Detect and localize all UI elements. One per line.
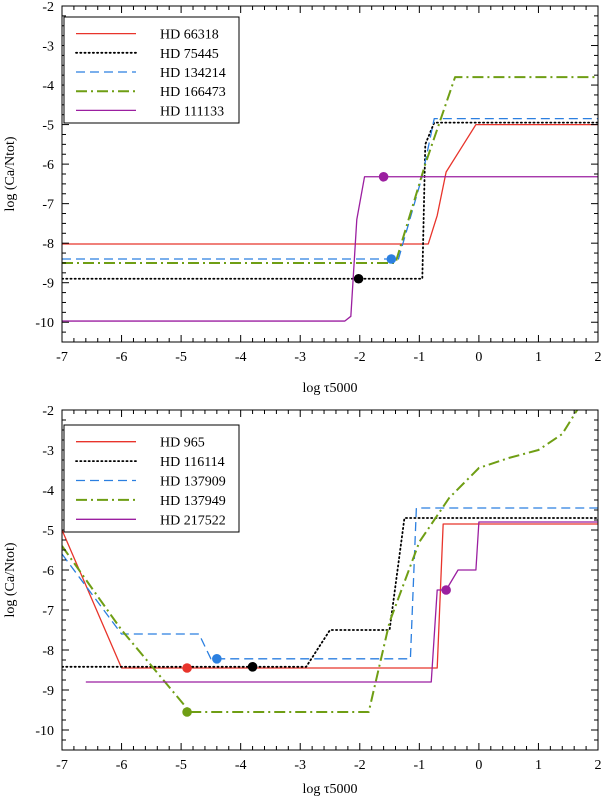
series-line-hd-66318: [62, 123, 598, 245]
x-tick-label: -1: [413, 758, 425, 773]
y-tick-label: -6: [42, 158, 54, 173]
ticks-top: [61, 5, 599, 343]
x-tick-label: 0: [475, 758, 482, 773]
ticks-bottom: [61, 409, 599, 751]
legend-label: HD 137909: [160, 475, 226, 490]
panel-top: -7 -6 -5 -4 -3 -2 -1 0 1 2-10-9-8-7-6-5-4-3-2 log…: [3, 0, 602, 396]
x-tick-label: -6: [116, 758, 128, 773]
series-line-hd-137909: [62, 507, 598, 660]
legend-box: [63, 424, 240, 533]
y-tick-label: -9: [42, 684, 54, 699]
y-tick-label: -6: [42, 564, 54, 579]
legend-label: HD 134214: [160, 66, 226, 81]
x-axis-title-top: log τ5000: [302, 381, 357, 396]
y-tick-label: -4: [42, 484, 54, 499]
legend-label: HD 75445: [160, 47, 219, 62]
series-marker-hd-137949: [182, 707, 192, 717]
plot-area-top: [62, 76, 598, 322]
x-tick-label: -2: [354, 350, 366, 365]
legend-label: HD 66318: [160, 28, 219, 43]
y-tick-label: -4: [42, 79, 54, 94]
x-tick-label: 1: [535, 758, 542, 773]
series-line-hd-137949: [62, 410, 579, 713]
y-tick-label: -7: [42, 198, 54, 213]
x-tick-label: 2: [595, 350, 602, 365]
x-tick-label: -3: [294, 758, 306, 773]
series-marker-hd-217522: [441, 585, 451, 595]
y-axis-title-top: log (Ca/Ntot): [3, 136, 18, 211]
panel-bottom: -7 -6 -5 -4 -3 -2 -1 0 1 2-10-9-8-7-6-5-4-3-2 log…: [3, 404, 602, 797]
x-tick-label: -6: [116, 350, 128, 365]
legend-label: HD 116114: [160, 455, 225, 470]
y-tick-label: -2: [42, 0, 54, 15]
y-tick-label: -5: [42, 119, 54, 134]
x-tick-label: -3: [294, 350, 306, 365]
series-marker-hd-134214: [386, 254, 397, 264]
legend-top: HD 66318 HD 75445 HD 134214 HD 166473 HD 111…: [63, 16, 240, 124]
legend-label: HD 137949: [160, 494, 226, 509]
legend-box: [63, 16, 240, 124]
legend-bottom: HD 965 HD 116114 HD 137909 HD 137949 HD 2175…: [63, 424, 240, 533]
x-tick-label: 1: [535, 350, 542, 365]
y-tick-label: -2: [42, 404, 54, 419]
legend-label: HD 217522: [160, 513, 226, 528]
y-tick-label: -7: [42, 604, 54, 619]
y-tick-label: -8: [42, 237, 54, 252]
y-tick-label: -10: [35, 724, 54, 739]
y-axis-title-bottom: log (Ca/Ntot): [3, 542, 18, 617]
series-line-hd-166473: [62, 76, 598, 264]
x-tick-label: 0: [475, 350, 482, 365]
series-line-hd-116114: [62, 517, 598, 668]
x-tick-label: -4: [235, 350, 247, 365]
series-line-hd-111133: [62, 176, 598, 322]
x-axis-title-bottom: log τ5000: [302, 782, 357, 797]
y-tick-label: -3: [42, 40, 54, 55]
y-tick-label: -9: [42, 277, 54, 292]
tick-labels-bottom: -7 -6 -5 -4 -3 -2 -1 0 1 2-10-9-8-7-6-5-4-3-2: [35, 404, 601, 773]
series-marker-hd-75445: [353, 273, 364, 284]
series-line-hd-75445: [62, 121, 598, 280]
x-tick-label: 2: [595, 758, 602, 773]
series-line-hd-217522: [85, 521, 598, 683]
y-tick-label: -5: [42, 524, 54, 539]
x-tick-label: -7: [56, 350, 68, 365]
series-line-hd-965: [62, 523, 598, 669]
x-tick-label: -1: [413, 350, 425, 365]
plot-area-bottom: [62, 410, 598, 717]
x-tick-label: -5: [175, 758, 187, 773]
series-line-hd-134214: [62, 118, 598, 260]
series-marker-hd-137909: [212, 654, 222, 664]
x-tick-label: -5: [175, 350, 187, 365]
legend-label: HD 166473: [160, 85, 226, 100]
legend-label: HD 965: [160, 436, 205, 451]
series-marker-hd-111133: [378, 171, 389, 182]
x-tick-label: -2: [354, 758, 366, 773]
legend-label: HD 111133: [160, 104, 224, 119]
series-marker-hd-116114: [247, 662, 258, 672]
y-tick-label: -10: [35, 316, 54, 331]
x-tick-label: -7: [56, 758, 68, 773]
y-tick-label: -8: [42, 644, 54, 659]
x-tick-label: -4: [235, 758, 247, 773]
series-marker-hd-965: [182, 663, 192, 673]
y-tick-label: -3: [42, 444, 54, 459]
tick-labels-top: -7 -6 -5 -4 -3 -2 -1 0 1 2-10-9-8-7-6-5-4-3-2: [35, 0, 601, 365]
